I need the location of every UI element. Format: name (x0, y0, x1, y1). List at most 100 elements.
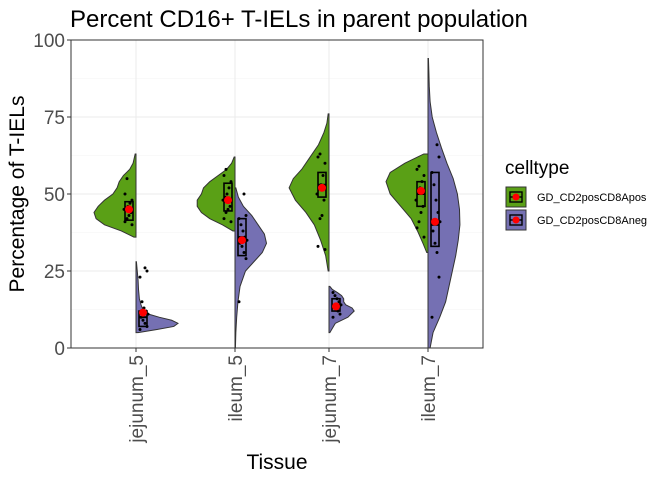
y-axis: 0 25 50 75 100 (33, 31, 72, 360)
mean-point-right-ileum_5 (238, 236, 246, 245)
data-point (436, 210, 440, 214)
data-point (228, 204, 232, 208)
data-point (321, 174, 325, 178)
data-point (431, 229, 435, 233)
data-point (417, 164, 421, 168)
data-point (331, 291, 335, 295)
data-point (240, 244, 244, 248)
data-point (125, 177, 129, 181)
legend-key-mean (512, 193, 520, 201)
data-point (222, 217, 226, 221)
data-point (333, 294, 337, 298)
data-point (138, 328, 142, 332)
x-axis-title: Tissue (246, 451, 307, 474)
y-tick-label: 100 (33, 31, 65, 52)
mean-point-right-jejunum_5 (139, 308, 147, 317)
y-tick-label: 75 (44, 108, 65, 129)
data-point (331, 315, 335, 319)
data-point (229, 180, 233, 184)
data-point (417, 220, 421, 224)
y-axis-title: Percentage of T-IELs (6, 96, 29, 293)
data-point (422, 235, 426, 239)
data-point (438, 220, 442, 224)
data-point (318, 217, 322, 221)
violin-right-ileum_7 (427, 57, 461, 349)
data-point (430, 315, 434, 319)
data-point (415, 167, 419, 171)
data-point (320, 214, 324, 218)
mean-point-left-jejunum_5 (125, 205, 133, 214)
data-point (420, 180, 424, 184)
data-point (138, 275, 142, 279)
data-point (422, 174, 426, 178)
data-point (242, 192, 246, 196)
data-point (125, 217, 129, 221)
data-point (239, 223, 243, 227)
data-point (323, 161, 327, 165)
data-point (225, 192, 229, 196)
data-point (242, 251, 246, 255)
data-point (224, 210, 228, 214)
data-point (130, 223, 134, 227)
data-point (130, 198, 134, 202)
data-point (123, 192, 127, 196)
legend: celltype GD_CD2posCD8Apos GD_CD2posCD8Ane… (505, 158, 647, 231)
x-tick-label: jejunum_5 (127, 355, 148, 444)
data-point (434, 198, 438, 202)
data-point (140, 300, 144, 304)
data-point (318, 152, 322, 156)
data-point (229, 220, 233, 224)
data-point (245, 238, 249, 242)
data-point (437, 155, 441, 159)
data-point (435, 251, 439, 255)
mean-point-right-ileum_7 (431, 217, 439, 226)
data-point (315, 192, 319, 196)
data-point (421, 204, 425, 208)
data-point (244, 257, 248, 261)
data-point (338, 312, 342, 316)
data-point (419, 210, 423, 214)
legend-label: GD_CD2posCD8Aneg (537, 215, 647, 227)
data-point (322, 198, 326, 202)
legend-title: celltype (505, 158, 569, 179)
data-point (139, 315, 143, 319)
chart-title: Percent CD16+ T-IELs in parent populatio… (70, 6, 528, 33)
y-tick-label: 0 (54, 339, 65, 360)
data-point (316, 155, 320, 159)
data-point (222, 174, 226, 178)
data-point (237, 217, 241, 221)
data-point (244, 214, 248, 218)
x-tick-label: ileum_7 (419, 355, 440, 422)
data-point (224, 167, 228, 171)
data-point (237, 300, 241, 304)
data-point (143, 266, 147, 270)
box-right-ileum_7 (430, 171, 440, 248)
data-point (414, 198, 418, 202)
data-point (437, 275, 441, 279)
data-point (433, 241, 437, 245)
data-point (432, 183, 436, 187)
data-point (221, 198, 225, 202)
data-point (316, 244, 320, 248)
data-point (339, 303, 343, 307)
legend-key-mean (512, 216, 520, 224)
data-point (123, 220, 127, 224)
data-point (145, 269, 149, 273)
legend-label: GD_CD2posCD8Apos (537, 192, 647, 204)
mean-point-left-ileum_5 (224, 196, 232, 205)
mean-point-left-ileum_7 (417, 186, 425, 195)
y-tick-label: 50 (44, 185, 65, 206)
data-point (127, 214, 131, 218)
mean-point-left-jejunum_7 (318, 183, 326, 192)
data-point (241, 229, 245, 233)
data-point (143, 321, 147, 325)
data-point (227, 186, 231, 190)
data-point (146, 312, 150, 316)
x-axis: jejunum_5 ileum_5 jejunum_7 ileum_7 (127, 348, 440, 444)
data-point (226, 207, 230, 211)
mean-points (125, 183, 439, 317)
data-point (141, 318, 145, 322)
y-tick-label: 25 (44, 262, 65, 283)
data-point (335, 297, 339, 301)
